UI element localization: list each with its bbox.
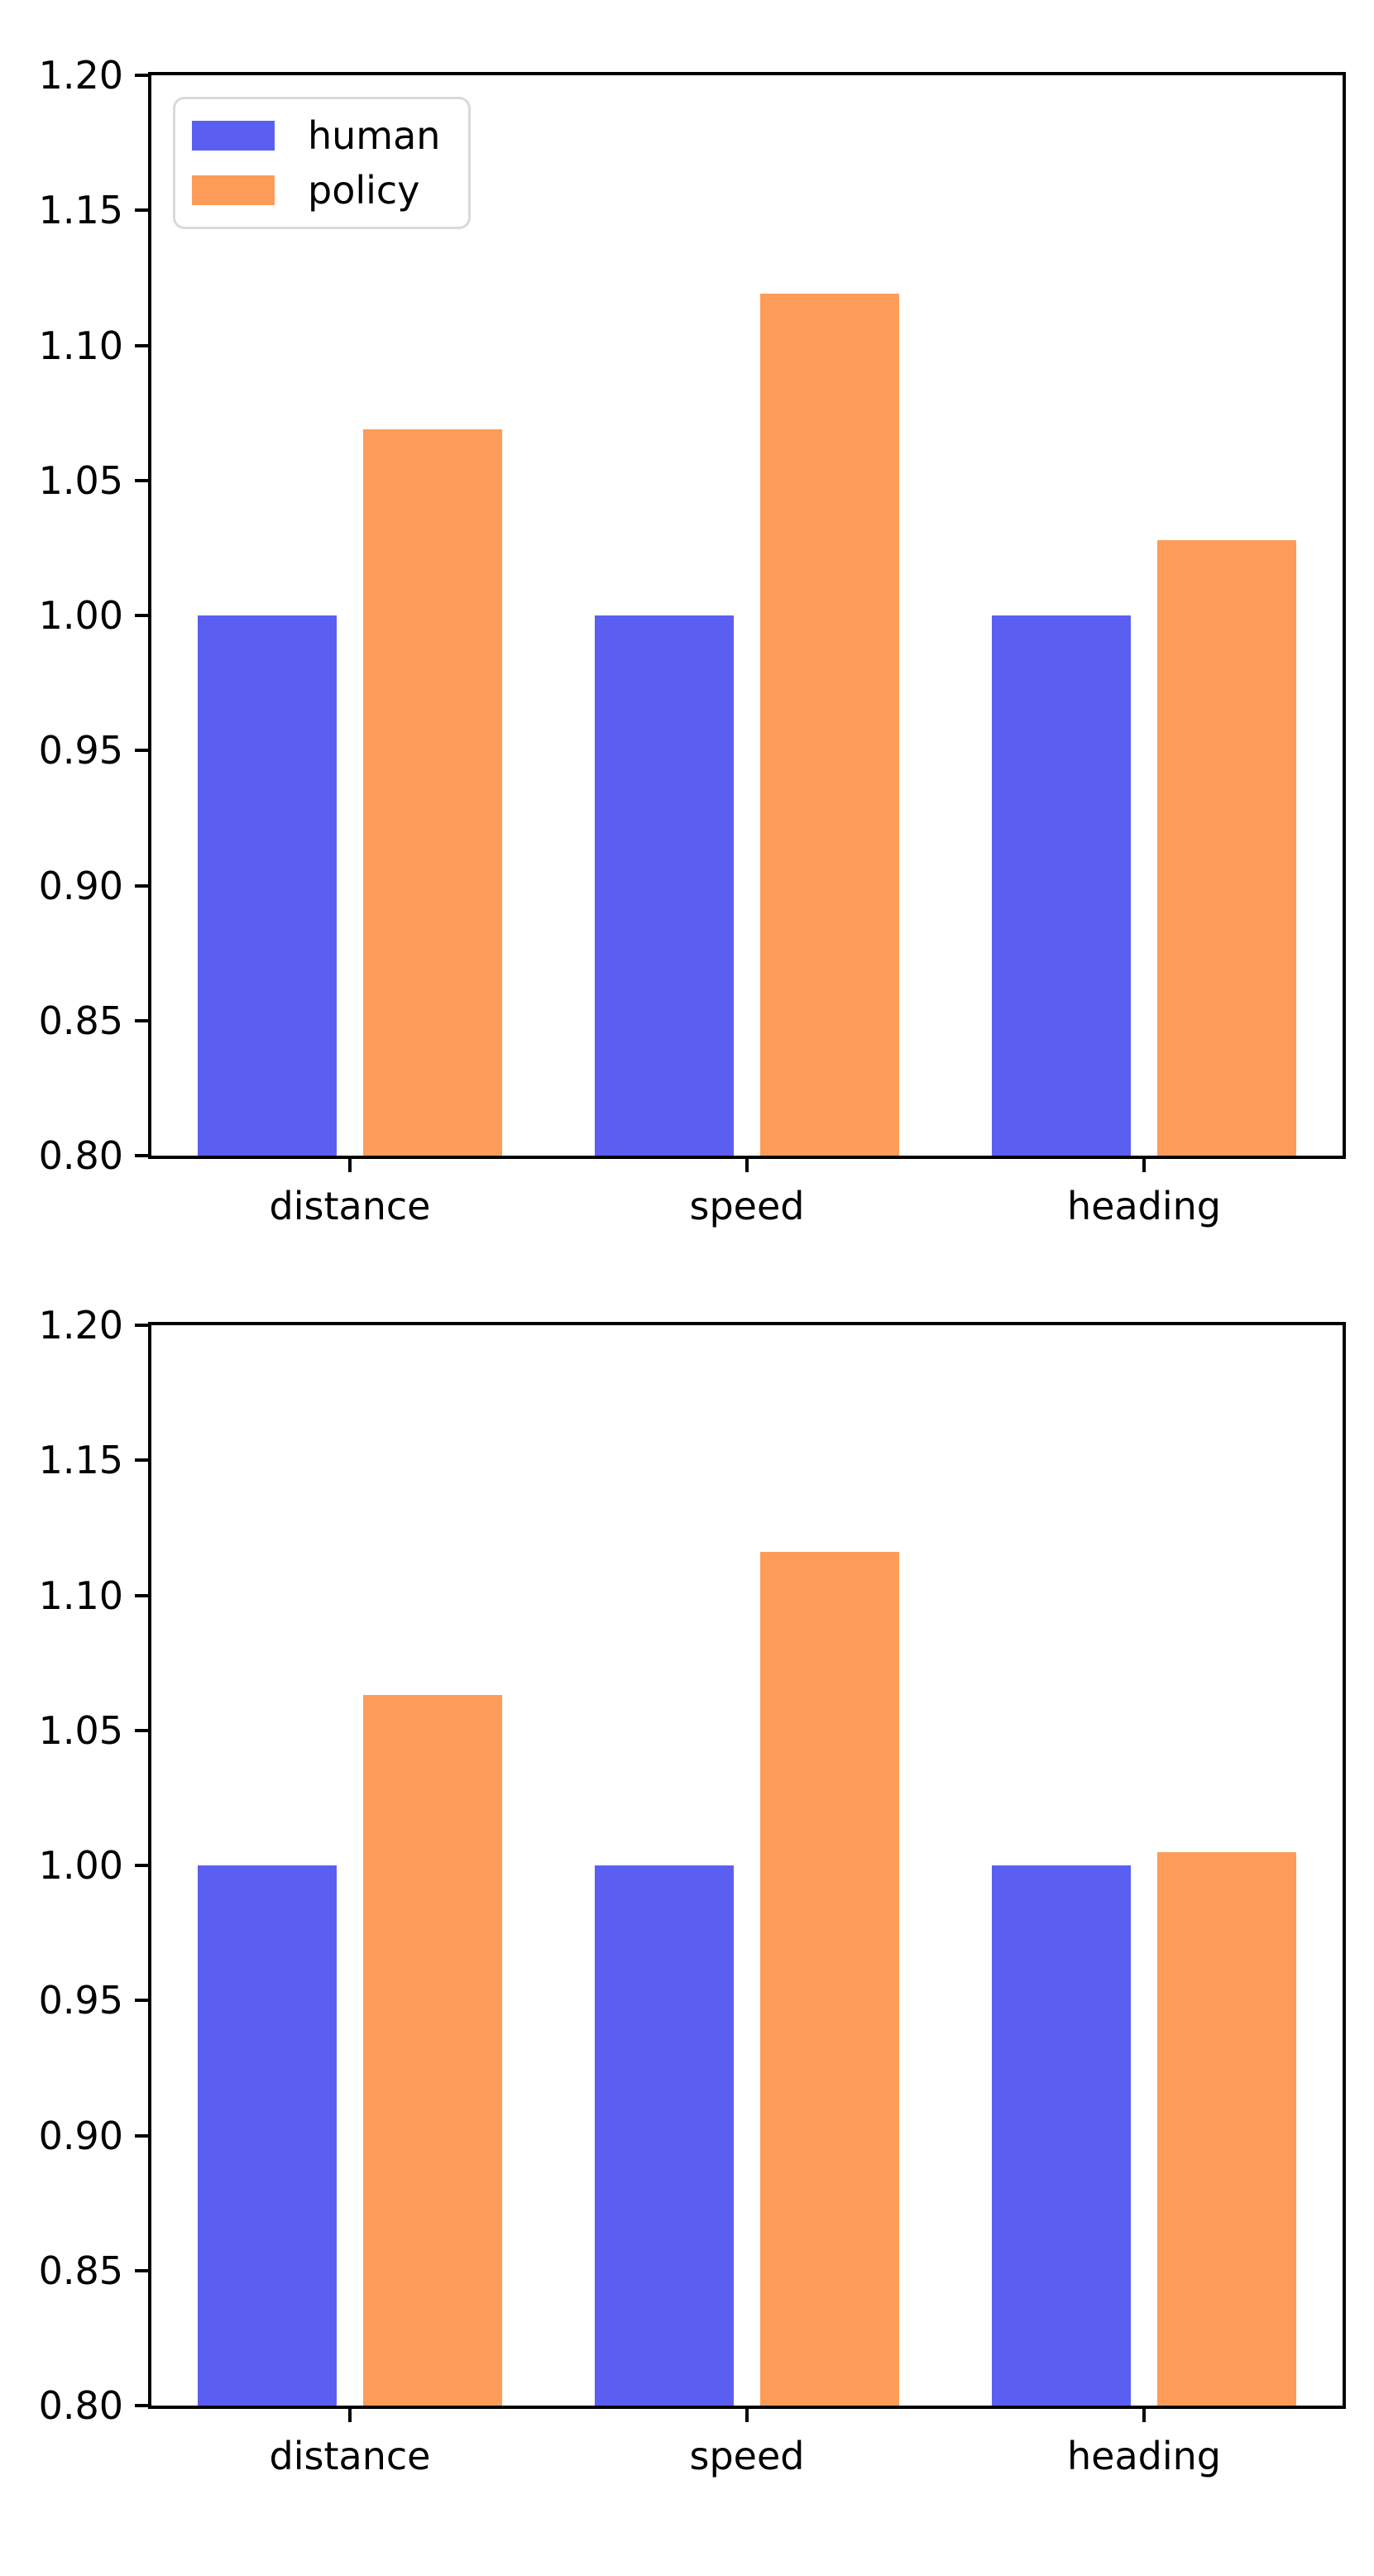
ytick-mark-1.00	[135, 614, 148, 617]
xtick-label-distance: distance	[269, 1184, 431, 1228]
bar-chart-top: human policy 0.80 0.85 0.90 0.95 1.00 1.05 1.1…	[39, 56, 1346, 1228]
bar-policy-heading	[1157, 1851, 1296, 2406]
bar-chart-bottom: 0.80 0.85 0.90 0.95 1.00 1.05 1.10 1.15 1.20 dist…	[39, 1306, 1346, 2478]
ytick-mark-0.85	[135, 1018, 148, 1022]
ytick-mark-0.95	[135, 1999, 148, 2003]
xtick-mark-speed	[745, 1159, 749, 1172]
bar-policy-distance	[363, 429, 502, 1156]
ytick-mark-0.90	[135, 883, 148, 888]
ytick-label-0.80: 0.80	[38, 2383, 123, 2428]
ytick-label-0.85: 0.85	[38, 2248, 123, 2293]
bar-policy-heading	[1157, 539, 1296, 1156]
ytick-mark-1.10	[135, 1593, 148, 1597]
ytick-label-0.95: 0.95	[38, 728, 123, 773]
xtick-mark-speed	[745, 2409, 749, 2422]
ytick-mark-1.05	[135, 478, 148, 482]
xtick-mark-distance	[348, 2409, 352, 2422]
ytick-label-0.90: 0.90	[38, 2113, 123, 2158]
ytick-mark-0.80	[135, 2404, 148, 2407]
bar-policy-speed	[760, 294, 899, 1156]
ytick-mark-1.20	[135, 1324, 148, 1327]
xtick-label-speed: speed	[689, 2434, 805, 2478]
ytick-label-1.05: 1.05	[38, 1707, 123, 1753]
xtick-label-heading: heading	[1067, 1184, 1221, 1228]
bar-policy-speed	[760, 1552, 899, 2406]
xtick-mark-heading	[1142, 1159, 1146, 1172]
ytick-mark-1.05	[135, 1728, 148, 1732]
ytick-label-0.90: 0.90	[38, 863, 123, 908]
ytick-label-1.15: 1.15	[38, 1438, 123, 1483]
ytick-mark-0.90	[135, 2133, 148, 2138]
bar-human-heading	[992, 615, 1131, 1156]
bar-human-speed	[595, 1865, 734, 2406]
ytick-label-1.20: 1.20	[38, 1303, 123, 1348]
legend-swatch-policy	[192, 175, 275, 205]
ytick-label-0.95: 0.95	[38, 1978, 123, 2023]
ytick-label-1.10: 1.10	[38, 323, 123, 368]
xtick-label-distance: distance	[269, 2434, 431, 2478]
ytick-label-1.00: 1.00	[38, 593, 123, 638]
xtick-mark-distance	[348, 1159, 352, 1172]
ytick-mark-1.00	[135, 1864, 148, 1867]
ytick-mark-0.85	[135, 2268, 148, 2272]
ytick-label-1.10: 1.10	[38, 1573, 123, 1618]
ytick-label-0.85: 0.85	[38, 998, 123, 1043]
bar-human-heading	[992, 1865, 1131, 2406]
legend-swatch-human	[192, 121, 275, 151]
ytick-mark-1.10	[135, 343, 148, 347]
bar-human-speed	[595, 615, 734, 1156]
bar-policy-distance	[363, 1695, 502, 2406]
legend-label-policy: policy	[308, 168, 420, 213]
ytick-label-1.15: 1.15	[38, 188, 123, 233]
xtick-mark-heading	[1142, 2409, 1146, 2422]
ytick-label-1.05: 1.05	[38, 457, 123, 503]
xtick-label-speed: speed	[689, 1184, 805, 1228]
legend: human policy	[173, 97, 472, 229]
ytick-label-1.00: 1.00	[38, 1843, 123, 1888]
ytick-mark-0.80	[135, 1154, 148, 1157]
ytick-mark-1.20	[135, 74, 148, 77]
bar-human-distance	[198, 1865, 337, 2406]
ytick-mark-1.15	[135, 1458, 148, 1463]
ytick-mark-0.95	[135, 749, 148, 753]
ytick-mark-1.15	[135, 208, 148, 213]
xtick-label-heading: heading	[1067, 2434, 1221, 2478]
legend-item-policy: policy	[192, 170, 440, 210]
ytick-label-1.20: 1.20	[38, 53, 123, 98]
bar-human-distance	[198, 615, 337, 1156]
ytick-label-0.80: 0.80	[38, 1133, 123, 1178]
legend-item-human: human	[192, 116, 440, 156]
legend-label-human: human	[308, 113, 441, 158]
